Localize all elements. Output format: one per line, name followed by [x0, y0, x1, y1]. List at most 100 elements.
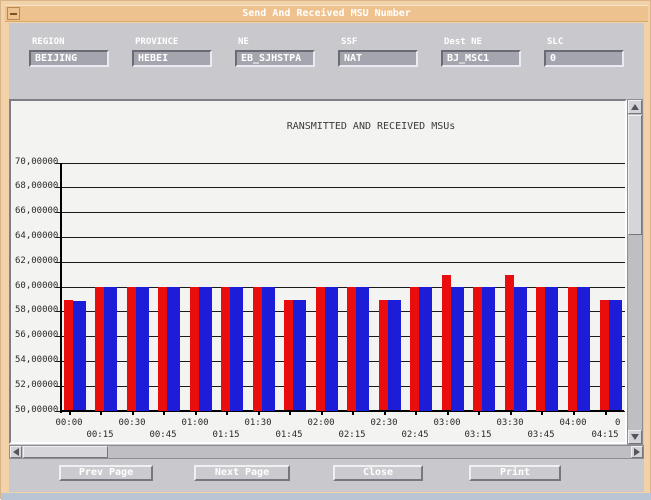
- field-group-ne: NE EB_SJHSTPA: [235, 37, 331, 67]
- scroll-down-button[interactable]: [628, 430, 642, 444]
- vertical-scrollbar-thumb[interactable]: [628, 115, 642, 235]
- print-button[interactable]: Print: [469, 465, 561, 481]
- minimize-dash-icon: [10, 12, 17, 15]
- x-tick-mark: [573, 411, 575, 415]
- slc-field[interactable]: 0: [544, 50, 624, 67]
- window-title: Send And Received MSU Number: [242, 8, 411, 19]
- left-arrow-icon: [13, 448, 19, 456]
- bar-transmitted: [158, 287, 167, 411]
- bar-transmitted: [221, 287, 230, 411]
- gridline: [55, 361, 625, 362]
- scroll-right-button[interactable]: [631, 446, 643, 458]
- bar-transmitted: [253, 287, 262, 411]
- y-tick-label: 64,00000: [15, 231, 59, 241]
- bar-received: [325, 287, 338, 411]
- x-tick-mark: [352, 411, 354, 415]
- y-tick-label: 54,00000: [15, 355, 59, 365]
- scroll-up-button[interactable]: [628, 100, 642, 114]
- horizontal-scrollbar-thumb[interactable]: [23, 446, 108, 458]
- x-tick-label: 02:45: [401, 430, 429, 440]
- x-tick-mark: [132, 411, 134, 415]
- gridline: [55, 212, 625, 213]
- x-tick-mark: [605, 411, 607, 415]
- bottom-edge-strip: [1, 493, 651, 500]
- bar-transmitted: [95, 287, 104, 411]
- ssf-field[interactable]: NAT: [338, 50, 418, 67]
- x-tick-label: 00:00: [55, 418, 83, 428]
- x-tick-label: 00:45: [149, 430, 177, 440]
- next-page-button[interactable]: Next Page: [194, 465, 290, 481]
- close-button[interactable]: Close: [333, 465, 423, 481]
- dest-ne-field[interactable]: BJ_MSC1: [441, 50, 521, 67]
- bar-received: [167, 287, 180, 411]
- chart-canvas: RANSMITTED AND RECEIVED MSUs 70,00000 68,…: [9, 99, 627, 444]
- up-arrow-icon: [631, 104, 639, 110]
- y-axis-line: [60, 163, 62, 413]
- scroll-left-button[interactable]: [10, 446, 22, 458]
- x-tick-mark: [510, 411, 512, 415]
- bar-received: [577, 287, 590, 411]
- bar-transmitted: [505, 275, 514, 410]
- y-tick-label: 60,00000: [15, 281, 59, 291]
- bar-transmitted: [473, 287, 482, 411]
- x-tick-label: 01:30: [244, 418, 272, 428]
- right-arrow-icon: [634, 448, 640, 456]
- x-tick-mark: [258, 411, 260, 415]
- y-tick-label: 56,00000: [15, 330, 59, 340]
- down-arrow-icon: [631, 434, 639, 440]
- bar-received: [293, 300, 306, 410]
- prev-page-button[interactable]: Prev Page: [59, 465, 153, 481]
- x-tick-mark: [163, 411, 165, 415]
- bar-received: [230, 287, 243, 411]
- y-tick-label: 70,00000: [15, 157, 59, 167]
- bar-transmitted: [316, 287, 325, 411]
- vertical-scrollbar[interactable]: [627, 99, 643, 445]
- slc-label: SLC: [547, 37, 564, 47]
- province-field[interactable]: HEBEI: [132, 50, 212, 67]
- x-tick-label: 01:00: [181, 418, 209, 428]
- x-tick-label: 02:15: [338, 430, 366, 440]
- window-menu-button[interactable]: [7, 7, 20, 20]
- ne-field[interactable]: EB_SJHSTPA: [235, 50, 315, 67]
- bar-transmitted: [568, 287, 577, 411]
- bar-transmitted: [536, 287, 545, 411]
- ssf-label: SSF: [341, 37, 358, 47]
- bar-transmitted: [600, 300, 609, 410]
- region-field[interactable]: BEIJING: [29, 50, 109, 67]
- bar-received: [262, 287, 275, 411]
- bar-received: [199, 287, 212, 411]
- bar-transmitted: [410, 287, 419, 411]
- x-tick-label: 03:15: [464, 430, 492, 440]
- y-tick-label: 52,00000: [15, 380, 59, 390]
- title-bar[interactable]: Send And Received MSU Number: [5, 5, 648, 22]
- bar-received: [482, 287, 495, 411]
- field-group-region: REGION BEIJING: [29, 37, 125, 67]
- x-tick-mark: [447, 411, 449, 415]
- x-tick-label-clipped: 0: [615, 418, 621, 428]
- bar-received: [388, 300, 401, 410]
- x-tick-label: 03:00: [433, 418, 461, 428]
- x-tick-label: 01:45: [275, 430, 303, 440]
- ne-label: NE: [238, 37, 249, 47]
- field-group-province: PROVINCE HEBEI: [132, 37, 228, 67]
- province-label: PROVINCE: [135, 37, 179, 47]
- x-tick-mark: [226, 411, 228, 415]
- x-tick-mark: [100, 411, 102, 415]
- gridline: [55, 237, 625, 238]
- bar-transmitted: [64, 300, 73, 410]
- bar-received: [136, 287, 149, 411]
- field-group-ssf: SSF NAT: [338, 37, 434, 67]
- x-tick-mark: [69, 411, 71, 415]
- main-panel: REGION BEIJING PROVINCE HEBEI NE EB_SJHS…: [9, 23, 644, 492]
- bar-received: [514, 287, 527, 411]
- gridline: [55, 336, 625, 337]
- bar-received: [73, 301, 86, 410]
- region-label: REGION: [32, 37, 65, 47]
- gridline: [55, 287, 625, 288]
- bar-transmitted: [284, 300, 293, 410]
- y-tick-label: 58,00000: [15, 305, 59, 315]
- gridline: [55, 386, 625, 387]
- gridline: [55, 187, 625, 188]
- gridline: [55, 311, 625, 312]
- horizontal-scrollbar[interactable]: [9, 445, 644, 459]
